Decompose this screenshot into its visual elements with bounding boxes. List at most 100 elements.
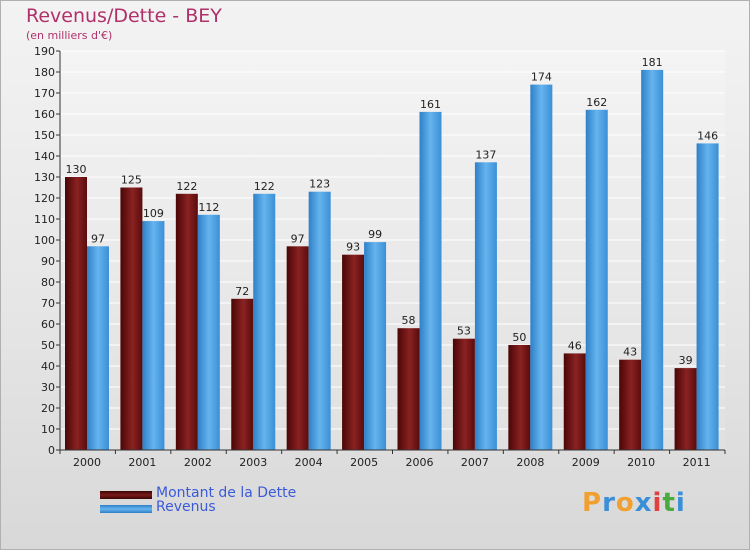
- x-tick-label: 2009: [572, 456, 600, 469]
- bars: [65, 69, 719, 451]
- data-label: 93: [346, 241, 360, 254]
- data-label: 50: [512, 331, 526, 344]
- data-label: 162: [586, 96, 607, 109]
- bar-revenus: [474, 162, 497, 451]
- data-label: 46: [568, 339, 582, 352]
- data-label: 109: [143, 207, 164, 220]
- bar-dette: [286, 246, 309, 450]
- chart-title: Revenus/Dette - BEY: [26, 5, 222, 27]
- y-tick-label: 80: [41, 276, 55, 289]
- data-label: 161: [420, 98, 441, 111]
- proxiti-logo: Proxiti: [582, 488, 686, 518]
- x-tick-label: 2011: [683, 456, 711, 469]
- data-label: 122: [254, 180, 275, 193]
- y-tick-label: 180: [34, 66, 55, 79]
- legend-label-revenus: Revenus: [156, 499, 216, 515]
- bar-revenus: [641, 69, 664, 451]
- logo-letter: t: [662, 488, 676, 518]
- y-tick-label: 170: [34, 87, 55, 100]
- x-tick-label: 2001: [128, 456, 156, 469]
- bar-revenus: [253, 193, 276, 451]
- x-tick-label: 2003: [239, 456, 267, 469]
- data-label: 122: [176, 180, 197, 193]
- bar-dette: [508, 345, 531, 450]
- y-axis: 0 10 20 30 40 50 60 70 80 90 100 110 120 130 140 150 160…: [34, 45, 61, 457]
- data-label: 39: [679, 354, 693, 367]
- y-tick-label: 20: [41, 402, 55, 415]
- y-tick-label: 90: [41, 255, 55, 268]
- data-label: 123: [309, 178, 330, 191]
- bar-dette: [397, 328, 420, 450]
- logo-letter: o: [615, 488, 635, 518]
- logo-letter: i: [675, 488, 686, 518]
- bar-dette: [175, 193, 198, 451]
- bar-dette: [452, 338, 475, 450]
- x-tick-label: 2002: [184, 456, 212, 469]
- data-label: 125: [121, 174, 142, 187]
- y-tick-label: 70: [41, 297, 55, 310]
- y-tick-label: 120: [34, 192, 55, 205]
- logo-letter: x: [634, 488, 653, 518]
- data-label: 97: [291, 232, 305, 245]
- logo-letter: P: [582, 488, 603, 518]
- x-tick-label: 2004: [295, 456, 323, 469]
- bar-dette: [65, 177, 87, 450]
- x-tick-label: 2008: [516, 456, 544, 469]
- data-label: 130: [66, 163, 87, 176]
- x-tick-label: 2007: [461, 456, 489, 469]
- bar-revenus: [87, 246, 109, 450]
- bar-revenus: [197, 214, 220, 450]
- y-tick-label: 140: [34, 150, 55, 163]
- y-tick-label: 110: [34, 213, 55, 226]
- bar-dette: [674, 368, 697, 450]
- y-tick-label: 40: [41, 360, 55, 373]
- x-tick-label: 2006: [406, 456, 434, 469]
- data-label: 112: [198, 201, 219, 214]
- data-label: 174: [531, 71, 552, 84]
- data-label: 58: [402, 314, 416, 327]
- bar-revenus: [364, 242, 387, 450]
- logo-letter: r: [602, 488, 616, 518]
- data-label: 99: [368, 228, 382, 241]
- bar-revenus: [142, 221, 165, 450]
- bar-dette: [619, 359, 642, 450]
- y-tick-label: 160: [34, 108, 55, 121]
- y-tick-label: 60: [41, 318, 55, 331]
- chart-subtitle: (en milliers d'€): [26, 29, 113, 42]
- bar-revenus: [308, 191, 331, 450]
- bar-dette: [342, 254, 365, 450]
- data-label: 97: [91, 232, 105, 245]
- bar-revenus: [530, 84, 553, 450]
- bar-revenus: [419, 111, 442, 451]
- data-label: 72: [235, 285, 249, 298]
- data-label: 146: [697, 129, 718, 142]
- legend-label-dette: Montant de la Dette: [156, 485, 297, 501]
- plot-area: [60, 51, 725, 450]
- bar-dette: [563, 353, 586, 450]
- y-tick-label: 30: [41, 381, 55, 394]
- bar-revenus: [585, 109, 608, 451]
- y-tick-label: 0: [48, 444, 55, 457]
- bar-dette: [120, 187, 143, 450]
- data-label: 137: [475, 148, 496, 161]
- x-tick-label: 2000: [73, 456, 101, 469]
- bar-dette: [231, 298, 254, 450]
- legend-swatch-dette: [100, 491, 152, 499]
- logo-letter: i: [652, 488, 663, 518]
- data-label: 43: [623, 346, 637, 359]
- y-tick-label: 50: [41, 339, 55, 352]
- bar-revenus: [696, 143, 719, 450]
- x-axis: 2000 2001 2002 2003 2004 2005 2006 2007 2008 2009…: [59, 449, 726, 469]
- x-tick-label: 2010: [627, 456, 655, 469]
- y-tick-label: 190: [34, 45, 55, 58]
- x-tick-label: 2005: [350, 456, 378, 469]
- y-tick-label: 100: [34, 234, 55, 247]
- data-label: 181: [642, 56, 663, 69]
- legend-swatch-revenus: [100, 505, 152, 513]
- y-tick-label: 150: [34, 129, 55, 142]
- y-tick-label: 130: [34, 171, 55, 184]
- data-label: 53: [457, 325, 471, 338]
- data-labels: 1309712510912211272122971239399581615313…: [66, 56, 719, 367]
- y-tick-label: 10: [41, 423, 55, 436]
